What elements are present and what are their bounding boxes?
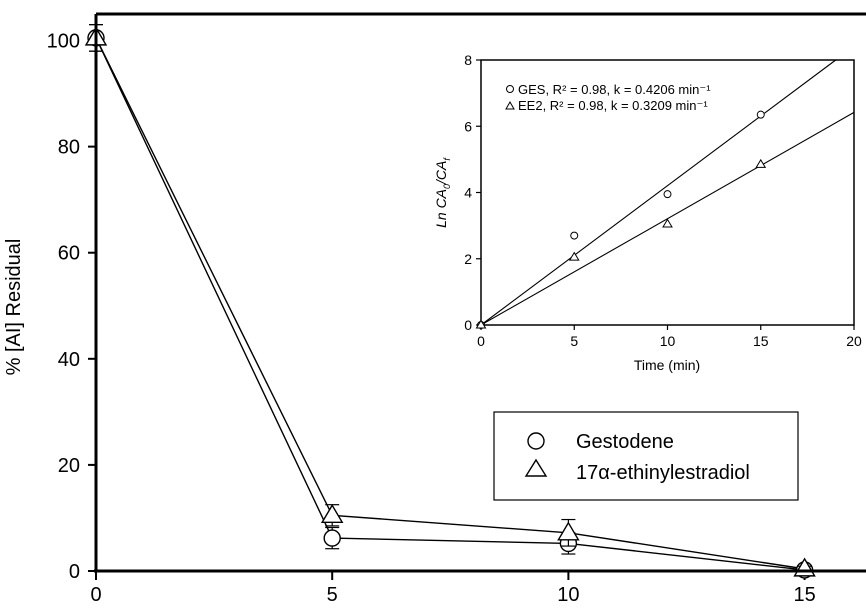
inset-x-tick-label: 0	[477, 333, 485, 349]
inset-y-tick-label: 4	[464, 185, 472, 201]
main-x-tick-label: 15	[793, 584, 815, 606]
inset-y-tick-label: 6	[464, 118, 472, 134]
main-y-tick-label: 40	[58, 349, 80, 371]
inset-legend-label-ges: GES, R² = 0.98, k = 0.4206 min⁻¹	[518, 82, 711, 97]
main-legend: Gestodene 17α-ethinylestradiol	[493, 411, 799, 501]
inset-point-ee2	[568, 251, 580, 261]
main-x-tick-label: 0	[90, 584, 101, 606]
main-y-tick-label: 100	[47, 31, 80, 53]
main-series-line-ee2	[95, 37, 805, 570]
inset-point-ee2	[475, 319, 487, 329]
inset-legend-label-ee2: EE2, R² = 0.98, k = 0.3209 min⁻¹	[518, 98, 708, 113]
inset-y-tick-label: 8	[464, 52, 472, 68]
main-legend-triangle-marker	[524, 458, 548, 477]
main-x-tick-label: 5	[327, 584, 338, 606]
inset-legend: GES, R² = 0.98, k = 0.4206 min⁻¹ EE2, R²…	[505, 82, 711, 113]
main-legend-label-gestodene: Gestodene	[576, 431, 674, 453]
main-y-tick-label: 60	[58, 243, 80, 265]
main-legend-label-ee2: 17α-ethinylestradiol	[576, 462, 750, 484]
inset-y-tick-label: 0	[464, 317, 472, 333]
main-point-ee2	[557, 521, 580, 541]
inset-y-axis-label: Ln CA0/CAf	[433, 157, 452, 228]
main-series-line-gestodene	[95, 37, 805, 571]
inset-x-tick-label: 5	[570, 333, 578, 349]
main-y-tick-label: 0	[69, 561, 80, 583]
inset-point-ges	[570, 231, 579, 240]
inset-point-ges	[756, 110, 765, 119]
inset-chart: 0 2 4 6 8 0 5 10 15 20 Time (min) Ln CA0/CAf GES,…	[433, 40, 866, 373]
main-y-tick-label: 20	[58, 455, 80, 477]
inset-y-tick-label: 2	[464, 251, 472, 267]
inset-legend-triangle-marker	[505, 100, 515, 110]
main-x-tick-label: 10	[557, 584, 579, 606]
main-point-ee2	[320, 503, 344, 523]
inset-legend-circle-marker	[506, 85, 514, 93]
inset-x-tick-label: 10	[660, 333, 676, 349]
inset-fit-line-ges	[480, 59, 837, 326]
inset-point-ee2	[662, 218, 673, 228]
inset-x-tick-label: 20	[846, 333, 862, 349]
inset-point-ges	[663, 190, 672, 199]
main-legend-box	[493, 411, 799, 501]
main-y-tick-label: 80	[58, 137, 80, 159]
main-point-gestodene	[323, 529, 341, 547]
main-legend-circle-marker	[527, 432, 545, 450]
main-y-axis-label: % [AI] Residual	[3, 239, 25, 376]
inset-point-ee2	[755, 158, 767, 168]
inset-x-axis-label: Time (min)	[634, 357, 700, 373]
inset-x-tick-label: 15	[753, 333, 769, 349]
